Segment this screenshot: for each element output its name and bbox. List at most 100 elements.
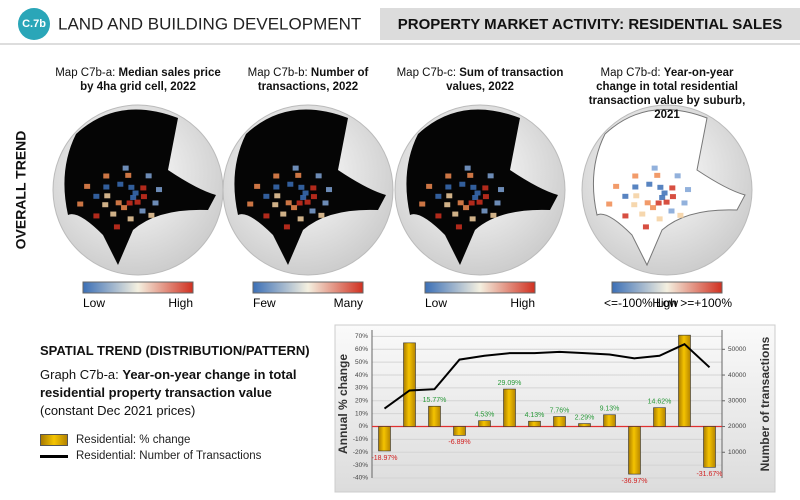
map-cell [613, 183, 620, 189]
legend-high: High [510, 296, 535, 310]
map-cell [677, 212, 684, 218]
map-cell [315, 173, 322, 179]
map-cell [263, 213, 270, 219]
map-cell [113, 224, 120, 230]
map-cell [104, 193, 111, 199]
map-cell [287, 181, 294, 187]
caption-note: (constant Dec 2021 prices) [40, 403, 196, 418]
y-tick-label: -20% [353, 449, 368, 456]
map-cell [482, 185, 489, 191]
data-label: 9.13% [600, 406, 620, 413]
data-label: 14.62% [648, 399, 672, 406]
map-cell [77, 201, 84, 207]
map-cell [309, 208, 316, 214]
map-cell [455, 224, 462, 230]
map-cell [300, 195, 307, 200]
bar [603, 414, 616, 427]
y2-tick-label: 20000 [728, 423, 746, 430]
bar [403, 342, 416, 427]
map-cell [487, 173, 494, 179]
map-cell [103, 184, 110, 190]
spatial-title: SPATIAL TREND (DISTRIBUTION/PATTERN) [40, 343, 310, 358]
y-tick-label: -10% [353, 436, 368, 443]
data-label: -18.97% [371, 455, 397, 462]
y2-tick-label: 40000 [728, 372, 746, 379]
map-cell [633, 193, 640, 199]
data-label: 7.76% [550, 407, 570, 414]
map-land [234, 109, 386, 265]
page-title: PROPERTY MARKET ACTIVITY: RESIDENTIAL SA… [398, 16, 782, 33]
bar [678, 334, 691, 427]
map-cell [457, 200, 464, 206]
map-cell [122, 165, 129, 171]
map-cell [126, 200, 133, 206]
map-cell [468, 200, 475, 206]
map-cell [297, 216, 304, 222]
map-cell [445, 184, 452, 190]
bar [378, 426, 391, 452]
line [383, 342, 711, 410]
badge [18, 8, 50, 40]
map-cell [622, 213, 629, 219]
map-cell [631, 202, 638, 208]
map-cell [102, 202, 109, 208]
side-label: OVERALL TREND [13, 131, 29, 250]
y-tick-label: -40% [353, 475, 368, 482]
map-cell [650, 205, 657, 211]
legend-item: Residential: % change [40, 432, 340, 448]
map-cell [659, 195, 666, 200]
data-label: -6.89% [448, 439, 470, 446]
map-label: Map C7b-d: [600, 67, 664, 79]
map-title: Sum of transaction values, 2022 [446, 67, 564, 93]
y-tick-label: 70% [355, 333, 368, 340]
map-cell [296, 200, 303, 206]
bar [578, 423, 591, 427]
map-cell [115, 200, 122, 206]
map-cell [470, 184, 477, 190]
legend-bar [82, 281, 194, 294]
y2-tick-label: 10000 [728, 449, 746, 456]
map-cell [140, 185, 147, 191]
map-cell [318, 212, 325, 218]
map-cell [657, 184, 664, 190]
map-cell [132, 190, 139, 196]
map-label: Map C7b-c: [396, 67, 460, 79]
legend-swatch [40, 454, 68, 458]
bar [528, 420, 541, 427]
legend-swatch [40, 434, 68, 446]
bar [428, 405, 441, 427]
map-cell [681, 200, 688, 206]
map-cell [606, 201, 613, 207]
data-label: 2.29% [575, 414, 595, 421]
map-cell [459, 181, 466, 187]
map-cell [125, 172, 132, 178]
legend-bar [252, 281, 364, 294]
map-cell [140, 194, 147, 200]
data-label: 4.53% [475, 412, 495, 419]
map-cell [663, 199, 670, 205]
map-cell [134, 199, 141, 205]
map-cell [139, 208, 146, 214]
map-cell [117, 181, 124, 187]
map-cell [128, 184, 135, 190]
bar [453, 426, 466, 436]
y-tick-label: 50% [355, 359, 368, 366]
map-caption: Map C7b-a: Median sales price by 4ha gri… [53, 66, 223, 94]
map-cell [304, 199, 311, 205]
bar [553, 416, 566, 427]
map-cell [310, 185, 317, 191]
caption-label: Graph C7b-a: [40, 367, 123, 382]
map-title: Number of transactions, 2022 [257, 67, 369, 93]
map-cell [472, 195, 479, 200]
map-cell [84, 183, 91, 189]
map-cell [127, 216, 134, 222]
caption-title: Year-on-year change in total residential… [40, 367, 297, 400]
map-label: Map C7b-b: [247, 67, 311, 79]
map-cell [254, 183, 261, 189]
data-label: 29.09% [498, 380, 522, 387]
map-cell [272, 202, 279, 208]
map-cell [110, 211, 117, 217]
legend-low: <=-100% Low [604, 296, 678, 310]
map-cell [685, 187, 692, 193]
